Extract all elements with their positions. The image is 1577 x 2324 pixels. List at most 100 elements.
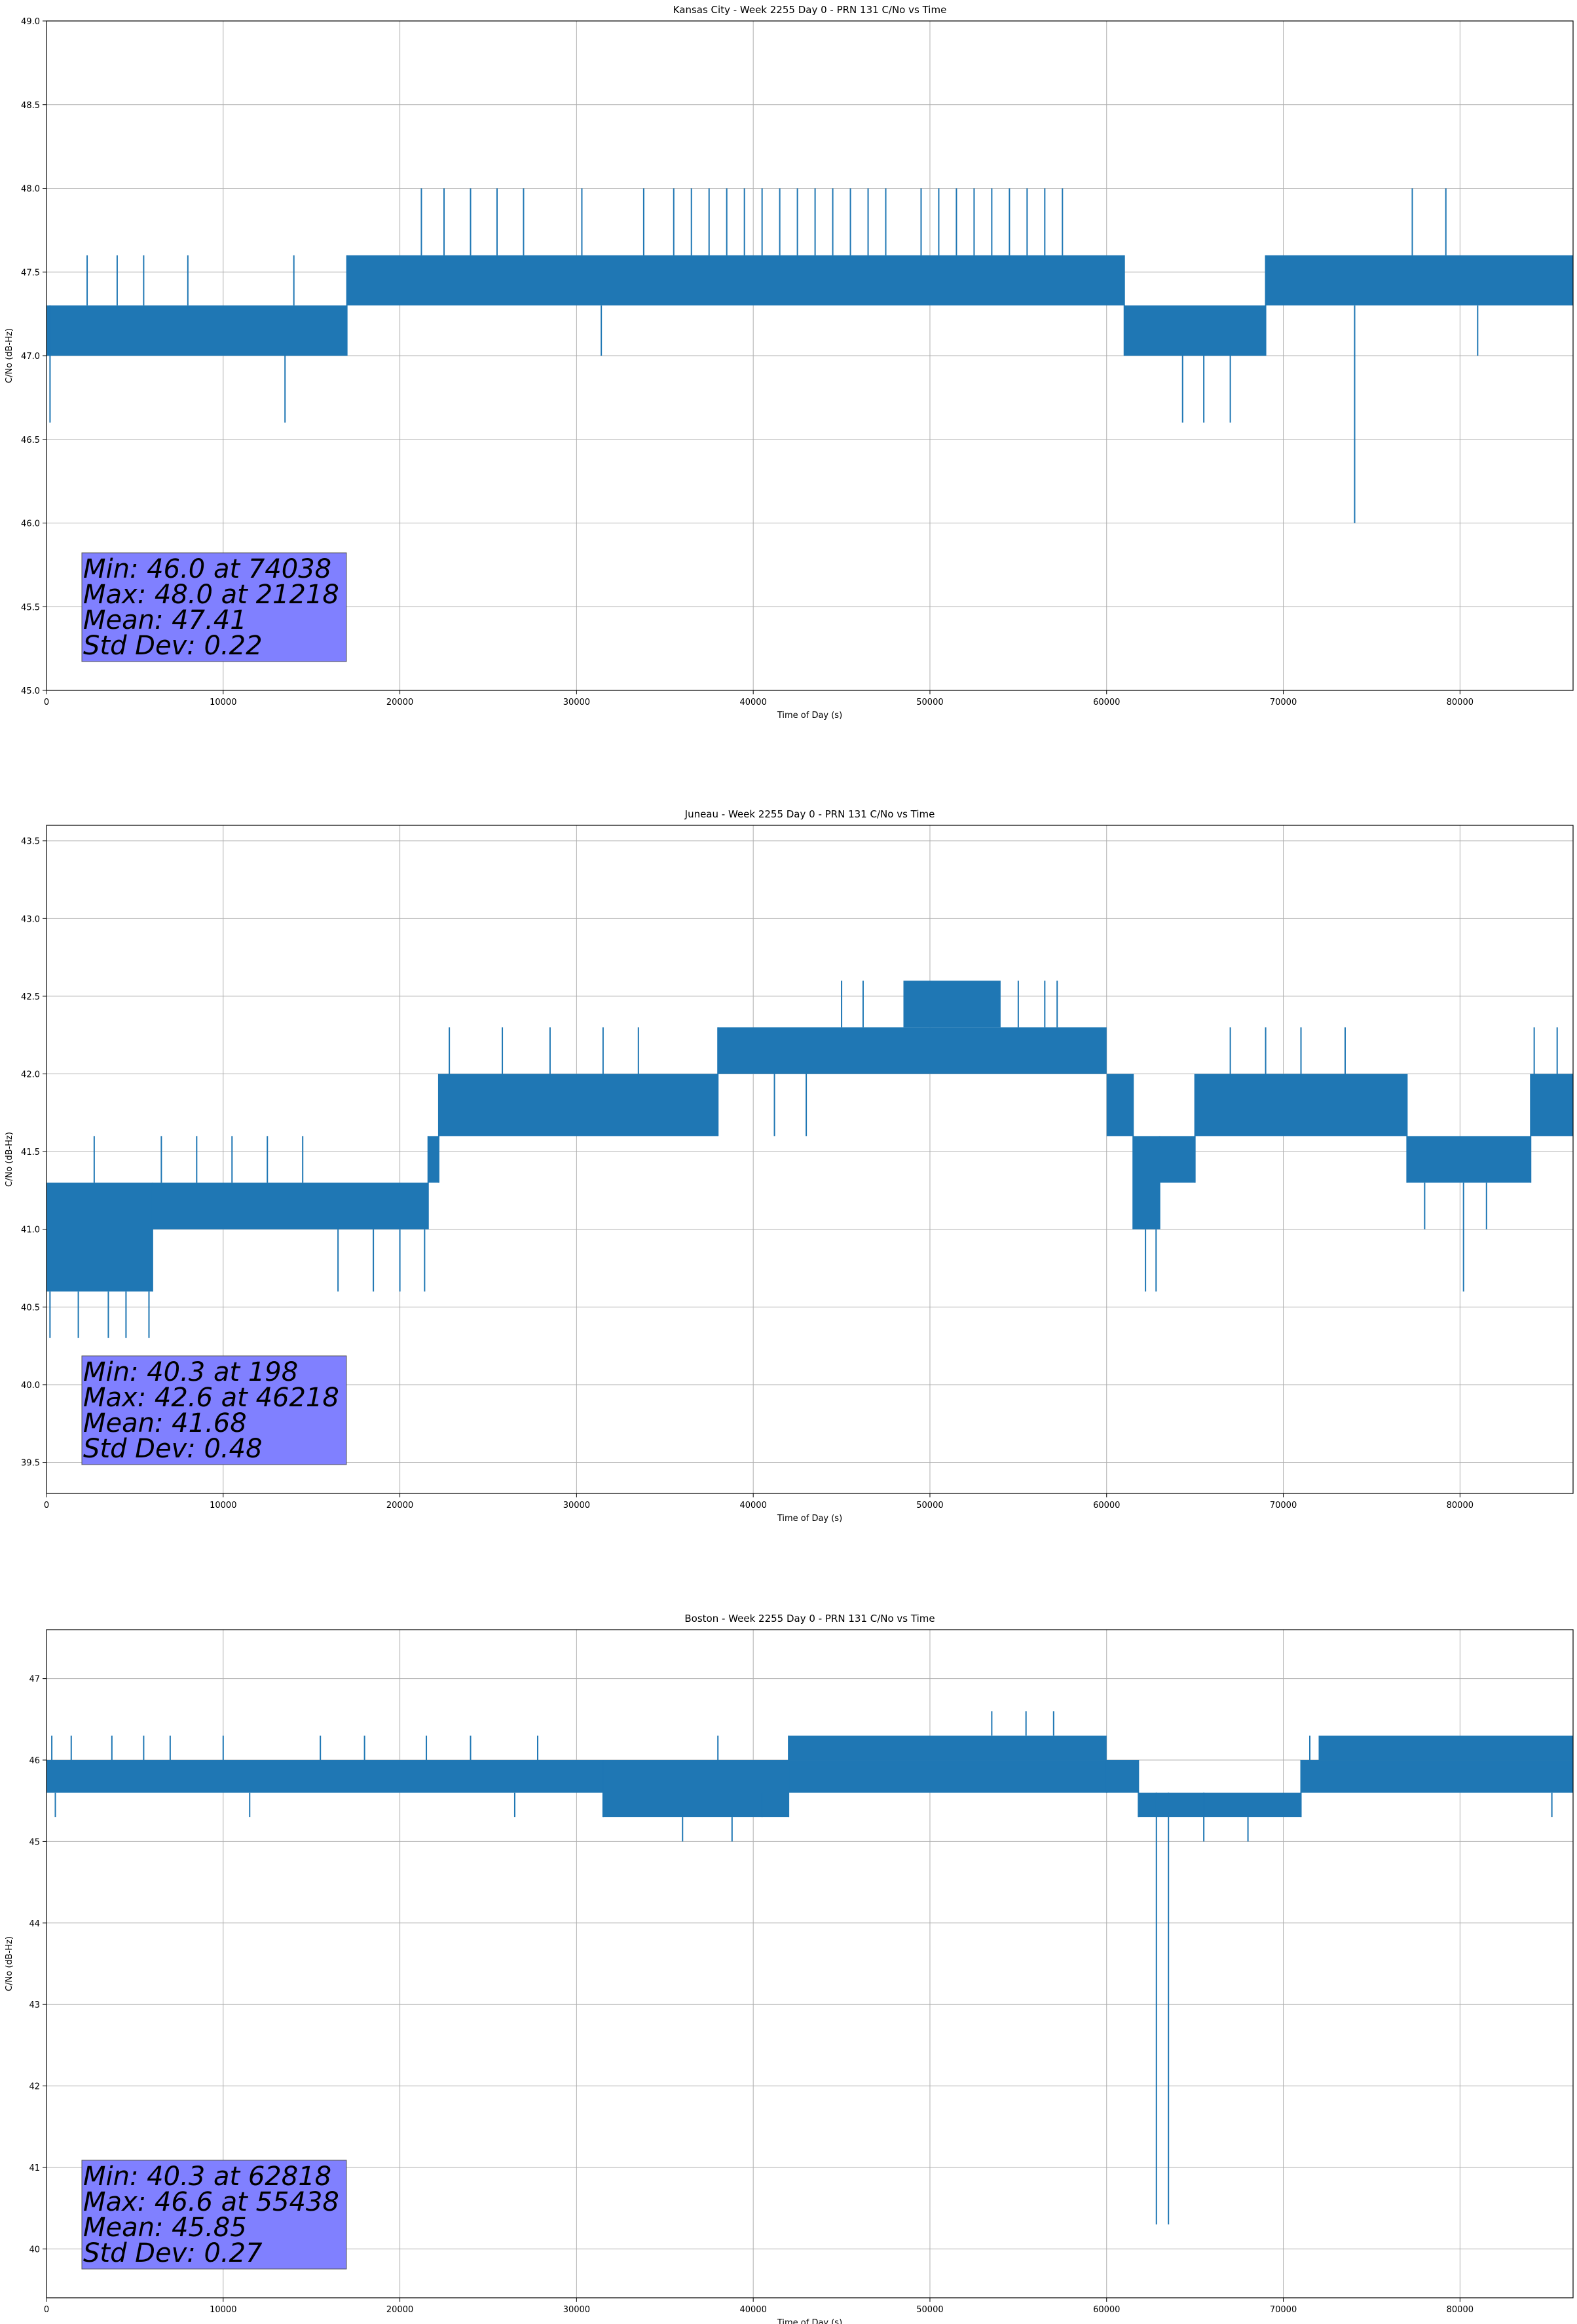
x-tick-label: 40000 [739,2305,766,2315]
stats-line: Mean: 45.85 [83,2213,247,2243]
y-tick-label: 42 [29,2082,40,2092]
x-tick-label: 0 [44,2305,49,2315]
y-tick-label: 48.0 [21,185,40,195]
x-tick-label: 50000 [916,1501,943,1510]
y-tick-label: 48.5 [21,101,40,111]
x-tick-label: 70000 [1270,698,1297,707]
x-tick-label: 70000 [1270,1501,1297,1510]
y-tick-label: 45 [29,1837,40,1847]
y-tick-label: 43.0 [21,914,40,924]
y-axis-label: C/No (dB-Hz) [5,1936,14,1991]
stats-line: Max: 42.6 at 46218 [83,1383,339,1413]
y-tick-label: 40 [29,2245,40,2255]
x-axis-label: Time of Day (s) [777,711,842,721]
stats-line: Max: 46.6 at 55438 [83,2187,339,2217]
cno-band [1138,1792,1301,1818]
y-tick-label: 47 [29,1675,40,1685]
cno-band [438,1074,718,1136]
y-tick-label: 42.0 [21,1070,40,1080]
y-tick-label: 44 [29,1919,40,1929]
cno-band [46,1182,153,1292]
cno-band [1106,1760,1139,1793]
x-tick-label: 30000 [563,1501,590,1510]
x-tick-label: 50000 [916,698,943,707]
stats-line: Std Dev: 0.48 [83,1434,263,1464]
cno-band [1531,1074,1573,1136]
cno-band [903,981,1001,1028]
cno-band [46,305,347,356]
x-axis-label: Time of Day (s) [777,1514,842,1524]
x-tick-label: 60000 [1093,2305,1120,2315]
y-tick-label: 41 [29,2164,40,2173]
y-tick-label: 49.0 [21,17,40,27]
cno-band [428,1136,439,1183]
y-tick-label: 41.0 [21,1226,40,1235]
x-tick-label: 40000 [739,1501,766,1510]
chart-boston: Boston - Week 2255 Day 0 - PRN 131 C/No … [5,1613,1574,2324]
x-tick-label: 20000 [386,698,413,707]
y-tick-label: 45.0 [21,686,40,696]
y-tick-label: 40.5 [21,1303,40,1313]
y-tick-label: 43.5 [21,837,40,847]
x-tick-label: 0 [44,1501,49,1510]
cno-band [1159,1136,1195,1183]
cno-series [46,981,1573,1338]
y-tick-label: 47.0 [21,352,40,362]
y-tick-label: 39.5 [21,1459,40,1469]
x-tick-label: 60000 [1093,1501,1120,1510]
x-tick-label: 40000 [739,698,766,707]
plot-frame [46,825,1574,1494]
x-tick-label: 10000 [210,698,236,707]
cno-band [1407,1136,1531,1183]
cno-band [1265,255,1573,306]
stats-line: Mean: 41.68 [83,1408,247,1438]
y-tick-label: 43 [29,2000,40,2010]
chart-title: Juneau - Week 2255 Day 0 - PRN 131 C/No … [684,808,935,820]
cno-band [718,1027,1107,1074]
cno-band [346,255,1124,306]
x-tick-label: 30000 [563,2305,590,2315]
cno-band [46,1760,603,1793]
x-tick-label: 20000 [386,1501,413,1510]
cno-band [1195,1074,1407,1136]
stats-box [81,1355,347,1465]
y-tick-label: 45.5 [21,603,40,612]
cno-series [46,1711,1573,2225]
stats-line: Min: 40.3 at 62818 [83,2162,331,2192]
x-tick-label: 80000 [1447,698,1474,707]
y-tick-label: 46.0 [21,519,40,529]
cno-band [1124,305,1266,356]
chart-kansas-city: Kansas City - Week 2255 Day 0 - PRN 131 … [5,4,1574,721]
stats-line: Min: 46.0 at 74038 [83,554,331,584]
y-tick-label: 47.5 [21,268,40,278]
chart-title: Boston - Week 2255 Day 0 - PRN 131 C/No … [684,1613,935,1624]
stats-line: Mean: 47.41 [83,605,247,635]
x-tick-label: 60000 [1093,698,1120,707]
y-tick-label: 41.5 [21,1148,40,1157]
y-tick-label: 42.5 [21,992,40,1002]
stats-line: Std Dev: 0.27 [83,2238,263,2268]
cno-band [788,1735,1107,1761]
cno-band [1301,1760,1573,1793]
x-tick-label: 10000 [210,2305,236,2315]
stats-box [81,552,347,662]
y-tick-label: 46.5 [21,436,40,445]
x-tick-label: 30000 [563,698,590,707]
cno-band [152,1182,428,1229]
cno-band [1318,1735,1573,1761]
cno-band [1133,1136,1160,1229]
cno-band [603,1760,789,1818]
y-tick-label: 40.0 [21,1381,40,1391]
cno-band [1106,1074,1134,1136]
x-tick-label: 0 [44,698,49,707]
y-axis-label: C/No (dB-Hz) [5,328,14,383]
plot-frame [46,20,1574,691]
stats-box [81,2160,347,2270]
cno-band [788,1760,1107,1793]
x-axis-label: Time of Day (s) [777,2318,842,2324]
stats-line: Std Dev: 0.22 [83,631,263,661]
chart-title: Kansas City - Week 2255 Day 0 - PRN 131 … [673,4,947,16]
